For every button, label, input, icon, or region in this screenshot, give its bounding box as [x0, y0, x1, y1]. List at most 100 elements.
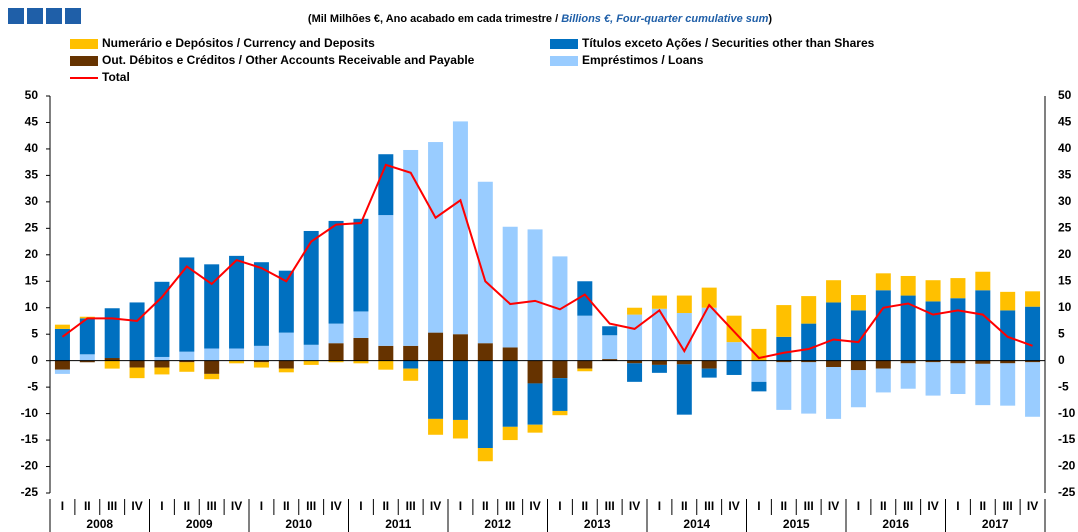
y-tick-label: 35 — [25, 168, 39, 182]
x-tick-label: IV — [430, 499, 441, 513]
legend-swatch — [550, 39, 578, 49]
x-tick-label: II — [780, 499, 787, 513]
y-tick-label: 50 — [25, 88, 39, 102]
bar — [378, 215, 394, 346]
x-tick-label: IV — [330, 499, 341, 513]
legend-label: Empréstimos / Loans — [582, 53, 704, 67]
bar — [502, 360, 518, 427]
bar — [651, 308, 667, 361]
bar — [154, 367, 170, 375]
y2-tick-label: -25 — [1058, 485, 1076, 499]
bar — [826, 367, 842, 419]
bar — [104, 308, 120, 359]
bar — [751, 360, 767, 382]
x-tick-label: II — [283, 499, 290, 513]
year-label: 2008 — [86, 517, 113, 531]
y2-tick-label: 0 — [1058, 353, 1065, 367]
y-tick-label: -20 — [21, 459, 39, 473]
x-tick-label: II — [979, 499, 986, 513]
x-tick-label: I — [61, 499, 64, 513]
bar — [502, 426, 518, 441]
y-tick-label: -25 — [21, 485, 39, 499]
x-tick-label: III — [306, 499, 316, 513]
x-tick-label: III — [704, 499, 714, 513]
bar — [303, 360, 319, 365]
y-tick-label: -5 — [27, 379, 38, 393]
bar — [477, 360, 493, 449]
legend-swatch — [70, 56, 98, 66]
y-tick-label: 45 — [25, 115, 39, 129]
bar — [452, 360, 468, 420]
y-tick-label: -10 — [21, 406, 39, 420]
bar — [950, 360, 966, 364]
bar — [676, 313, 692, 361]
x-tick-label: II — [681, 499, 688, 513]
x-tick-label: III — [505, 499, 515, 513]
bar — [452, 419, 468, 439]
bar — [328, 360, 344, 363]
bar — [229, 360, 245, 364]
x-tick-label: I — [558, 499, 561, 513]
y2-tick-label: -20 — [1058, 459, 1076, 473]
bar — [353, 337, 369, 361]
legend-swatch — [550, 56, 578, 66]
bar — [651, 360, 667, 365]
bar — [328, 323, 344, 344]
bar — [850, 360, 866, 371]
x-tick-label: II — [84, 499, 91, 513]
x-tick-label: III — [605, 499, 615, 513]
bar — [452, 121, 468, 335]
x-tick-label: IV — [728, 499, 739, 513]
bar — [975, 360, 991, 364]
bar — [303, 344, 319, 361]
bar — [875, 360, 891, 369]
bar — [552, 410, 568, 416]
legend-label: Títulos exceto Ações / Securities other … — [582, 36, 875, 50]
bar — [253, 360, 269, 363]
legend-label: Total — [102, 70, 130, 84]
bar — [776, 360, 792, 363]
bar — [204, 264, 220, 349]
bar — [353, 360, 369, 364]
y2-tick-label: 10 — [1058, 300, 1072, 314]
bar — [676, 364, 692, 415]
total-line — [61, 163, 1033, 360]
bar — [477, 343, 493, 361]
bar — [328, 343, 344, 361]
bar — [651, 295, 667, 309]
y2-tick-label: 40 — [1058, 141, 1072, 155]
bar — [801, 296, 817, 324]
bar — [403, 368, 419, 381]
bar — [1000, 360, 1016, 364]
bar — [428, 360, 444, 419]
y2-tick-label: 5 — [1058, 326, 1065, 340]
bar — [278, 332, 294, 361]
bar — [627, 363, 643, 382]
y2-tick-label: 45 — [1058, 115, 1072, 129]
x-tick-label: I — [459, 499, 462, 513]
bar — [701, 360, 717, 369]
subtitle-end: ) — [768, 13, 772, 25]
y2-tick-label: -5 — [1058, 379, 1069, 393]
y-tick-label: 0 — [31, 353, 38, 367]
bar — [925, 362, 941, 396]
bar — [577, 360, 593, 369]
y2-tick-label: -15 — [1058, 432, 1076, 446]
bar — [104, 358, 120, 361]
bar — [502, 347, 518, 361]
bar — [278, 270, 294, 333]
subtitle: (Mil Milhões €, Ano acabado em cada trim… — [308, 13, 773, 25]
bar — [204, 348, 220, 361]
x-tick-label: III — [1003, 499, 1013, 513]
x-tick-label: IV — [828, 499, 839, 513]
bar — [104, 360, 120, 369]
bar — [403, 345, 419, 361]
bar — [602, 335, 618, 360]
year-label: 2016 — [882, 517, 909, 531]
bar — [253, 262, 269, 346]
bar — [776, 336, 792, 361]
x-tick-label: III — [903, 499, 913, 513]
bar — [129, 302, 145, 361]
subtitle-pt: (Mil Milhões €, Ano acabado em cada trim… — [308, 13, 561, 25]
year-label: 2012 — [484, 517, 511, 531]
